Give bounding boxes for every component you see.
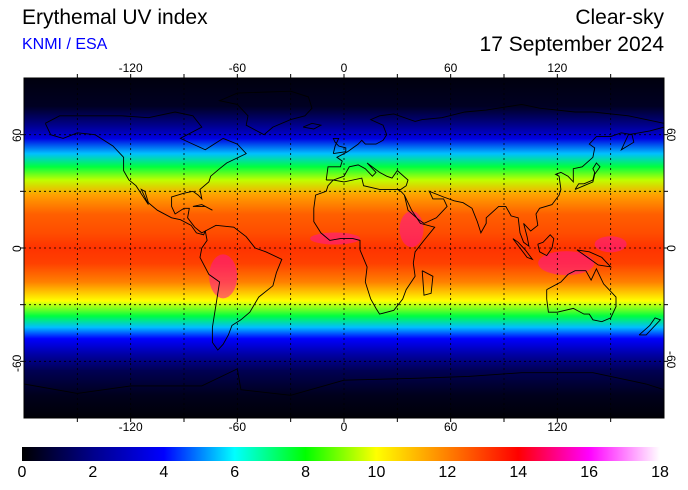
coastline [537,234,555,257]
uv-hotspots [209,211,627,299]
coastline [403,126,664,248]
lon-label-top: -120 [118,61,143,75]
uv-hotspot [209,254,238,299]
lat-label-right: -60 [664,350,678,369]
coastline [332,137,347,155]
date-label: 17 September 2024 [479,33,664,56]
coastline [574,162,601,190]
coastline [313,177,436,315]
lat-lon-grid [24,78,664,418]
colorbar-tick-label: 8 [301,464,310,481]
colorbar-tick-label: 16 [580,464,599,481]
colorbar-tick-label: 14 [509,464,528,481]
axis-ticks [20,74,668,422]
lon-label-top: 120 [547,61,568,75]
coastline [421,270,434,296]
lat-label-right: 60 [664,127,678,142]
lat-label-right: 0 [664,244,678,252]
coastline [546,267,617,323]
colorbar-tick-label: 18 [651,464,669,481]
lon-label-bottom: -60 [228,420,246,434]
coastline [192,204,213,211]
coastline [326,162,409,190]
lon-label-top: 0 [340,61,348,75]
lon-label-bottom: 0 [340,420,348,434]
lon-label-bottom: -120 [118,420,143,434]
uv-hotspot [538,251,595,276]
colorbar-tick-label: 2 [88,464,98,481]
lon-label-bottom: 60 [443,420,458,434]
coastline [302,122,323,130]
coastline [24,368,664,396]
sky-mode-label: Clear-sky [575,6,664,29]
lat-label-left: -60 [10,354,24,372]
lat-label-left: 0 [10,244,24,252]
uv-hotspot [399,211,424,248]
coastline [576,249,612,268]
coastline [638,317,662,336]
lon-label-top: -60 [228,61,246,75]
lon-label-bottom: 120 [547,420,568,434]
colorbar-tick-label: 0 [17,464,27,481]
colorbar-tick-label: 4 [159,464,169,481]
colorbar [22,447,660,461]
lat-label-left: 60 [10,128,24,142]
data-source-label: KNMI / ESA [22,36,108,53]
colorbar-tick-label: 6 [230,464,240,481]
map-title: Erythemal UV index [22,6,208,29]
colorbar-tick-label: 10 [367,464,386,481]
lon-label-top: 60 [443,61,458,75]
colorbar-tick-label: 12 [438,464,457,481]
uv-hotspot [310,232,361,245]
